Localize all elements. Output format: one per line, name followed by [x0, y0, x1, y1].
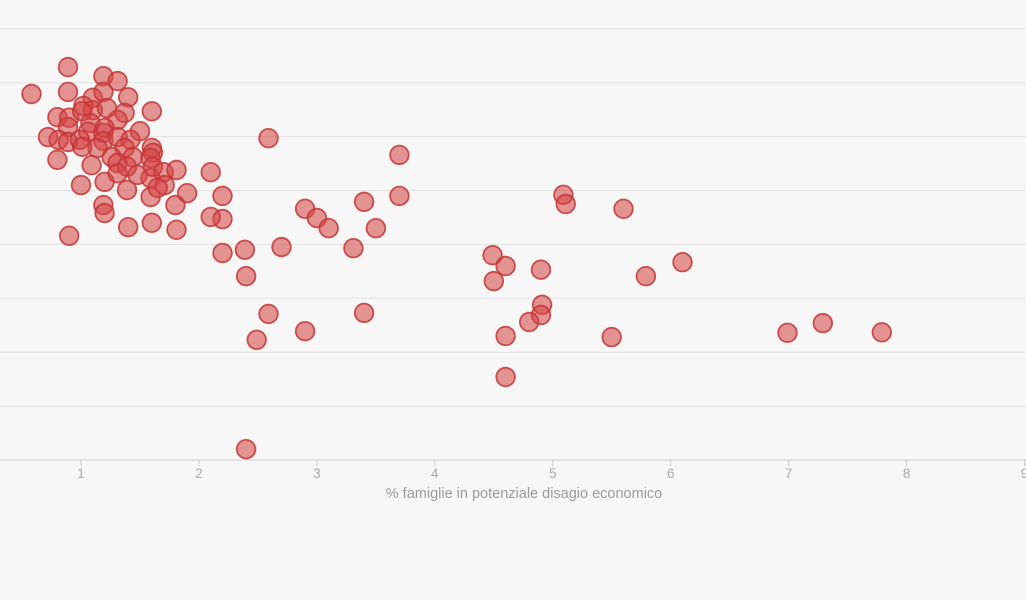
data-point[interactable] — [107, 163, 128, 184]
data-point[interactable] — [94, 202, 115, 224]
x-tick-label: 6 — [667, 466, 675, 481]
data-point[interactable] — [71, 136, 93, 158]
data-point[interactable] — [871, 322, 893, 343]
x-tick-label: 3 — [313, 466, 321, 481]
data-point[interactable] — [530, 259, 552, 280]
data-point[interactable] — [343, 237, 364, 259]
data-point[interactable] — [200, 206, 221, 228]
data-point[interactable] — [235, 266, 257, 287]
data-point[interactable] — [672, 252, 693, 273]
data-point[interactable] — [389, 144, 410, 166]
data-point[interactable] — [70, 174, 92, 196]
x-tick-label: 5 — [549, 466, 557, 481]
data-point[interactable] — [495, 255, 516, 277]
data-point[interactable] — [389, 185, 410, 207]
data-point[interactable] — [116, 179, 138, 201]
data-point[interactable] — [495, 325, 516, 347]
data-point[interactable] — [294, 321, 316, 342]
x-axis-group: 1 2 3 4 5 6 7 8 9 — [0, 459, 1026, 481]
x-tick-label: 1 — [77, 466, 85, 481]
data-point[interactable] — [353, 302, 375, 324]
data-point[interactable] — [47, 149, 68, 171]
data-point[interactable] — [635, 266, 657, 287]
data-point[interactable] — [107, 70, 128, 92]
data-point[interactable] — [200, 161, 221, 183]
data-point[interactable] — [166, 159, 187, 181]
data-point[interactable] — [555, 193, 576, 215]
data-point[interactable] — [613, 198, 634, 220]
data-point[interactable] — [212, 242, 233, 264]
data-point[interactable] — [482, 244, 503, 266]
x-axis-title: % famiglie in potenziale disagio economi… — [386, 486, 662, 502]
data-point[interactable] — [258, 303, 279, 325]
data-point[interactable] — [141, 101, 163, 122]
data-point[interactable] — [21, 83, 42, 105]
data-point[interactable] — [246, 329, 267, 351]
data-point[interactable] — [601, 326, 622, 348]
data-point[interactable] — [483, 270, 505, 292]
x-tick-label: 7 — [785, 466, 793, 481]
data-point[interactable] — [495, 366, 516, 388]
points-group — [21, 56, 893, 460]
x-tick-label: 9 — [1021, 466, 1026, 481]
data-point[interactable] — [57, 81, 79, 103]
data-point[interactable] — [365, 217, 387, 239]
data-point[interactable] — [81, 154, 102, 176]
data-point[interactable] — [212, 185, 233, 207]
data-point[interactable] — [258, 127, 279, 149]
data-point[interactable] — [147, 177, 168, 199]
data-point[interactable] — [812, 312, 834, 334]
data-point[interactable] — [141, 212, 163, 234]
data-point[interactable] — [353, 191, 375, 213]
data-point[interactable] — [117, 216, 139, 238]
x-tick-label: 8 — [903, 466, 911, 481]
data-point[interactable] — [777, 322, 798, 344]
x-tick-label: 4 — [431, 466, 439, 481]
data-point[interactable] — [234, 239, 256, 261]
data-point[interactable] — [271, 236, 292, 258]
data-point[interactable] — [57, 56, 79, 78]
data-point[interactable] — [58, 225, 80, 247]
data-point[interactable] — [519, 311, 540, 333]
data-point[interactable] — [235, 439, 257, 460]
x-tick-label: 2 — [195, 466, 203, 481]
data-point[interactable] — [318, 217, 339, 239]
data-point[interactable] — [166, 219, 187, 241]
data-point[interactable] — [165, 194, 186, 216]
